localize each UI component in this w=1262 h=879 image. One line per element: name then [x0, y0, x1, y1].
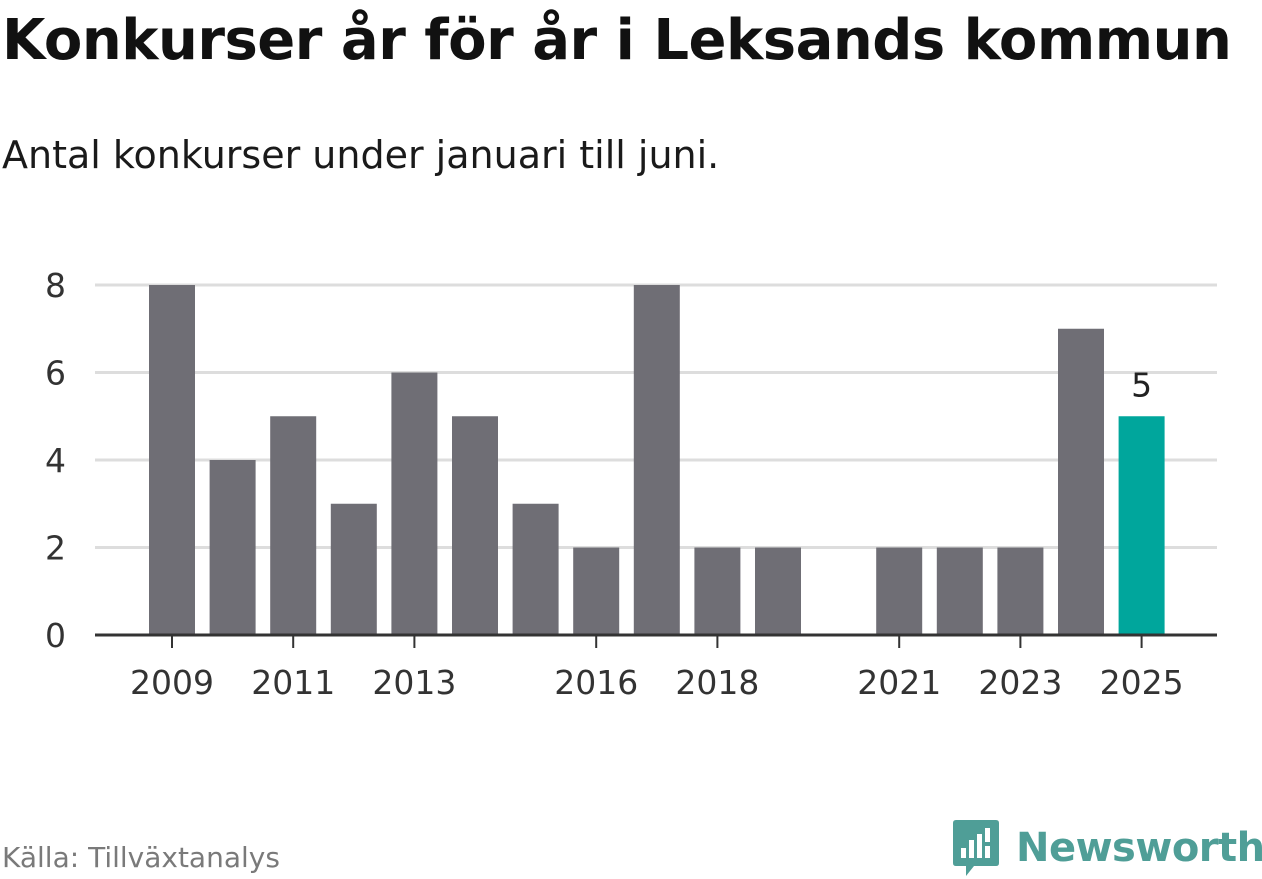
y-tick-label: 2: [45, 529, 66, 568]
x-tick-label: 2025: [1100, 663, 1184, 702]
x-tick-label: 2023: [978, 663, 1062, 702]
bar-2011: [270, 416, 317, 635]
y-tick-label: 8: [45, 266, 66, 305]
data-labels: 5: [1131, 365, 1152, 404]
bar-2024: [1058, 328, 1104, 635]
x-tick-label: 2009: [130, 663, 214, 702]
x-tick-label: 2018: [675, 663, 759, 702]
bar-2021: [876, 547, 923, 635]
x-tick-label: 2016: [554, 663, 638, 702]
bars: [149, 285, 1165, 635]
y-tick-label: 6: [45, 354, 66, 393]
y-axis-ticks: 0 2 4 6 8: [45, 266, 66, 655]
bar-2017: [633, 285, 680, 635]
data-label-2025: 5: [1131, 365, 1152, 404]
y-tick-label: 0: [45, 616, 66, 655]
newsworthy-logo: Newsworthy: [952, 818, 1262, 878]
brand-name: Newsworthy: [1016, 825, 1262, 871]
bar-2012: [330, 503, 377, 635]
bar-2025: [1118, 416, 1165, 635]
bar-2016: [573, 547, 620, 635]
x-axis-ticks: 2009 2011 2013 2016 2018 2021 2023 2025: [130, 635, 1184, 702]
newsworthy-logo-icon: [953, 820, 999, 876]
x-tick-label: 2011: [251, 663, 335, 702]
bar-2014: [452, 416, 498, 635]
source-note: Källa: Tillväxtanalys: [2, 841, 280, 874]
bar-2023: [997, 547, 1044, 635]
bar-2022: [936, 547, 983, 635]
bar-2019: [755, 547, 801, 635]
bar-2018: [694, 547, 741, 635]
chart-subtitle: Antal konkurser under januari till juni.: [2, 133, 720, 177]
x-tick-label: 2021: [857, 663, 941, 702]
y-tick-label: 4: [45, 441, 66, 480]
chart-title: Konkurser år för år i Leksands kommun: [2, 8, 1232, 73]
bar-2015: [512, 503, 559, 635]
bar-2013: [391, 372, 438, 635]
bar-2009: [149, 285, 195, 635]
bar-2010: [209, 460, 256, 635]
x-tick-label: 2013: [372, 663, 456, 702]
